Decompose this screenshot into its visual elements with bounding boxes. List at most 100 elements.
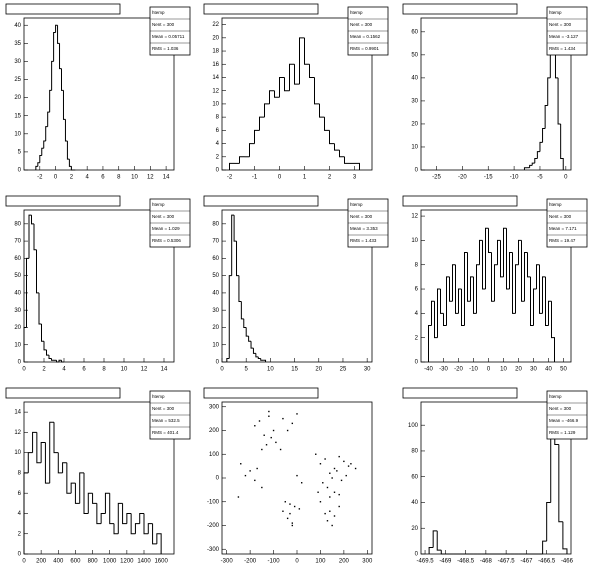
histogram-bin <box>143 513 149 535</box>
histogram-bin <box>274 90 280 98</box>
y-tick-label: 20 <box>411 526 418 532</box>
histogram-bin <box>28 214 32 259</box>
y-tick-label: 0 <box>18 168 22 174</box>
y-tick-label: -300 <box>207 547 220 553</box>
x-tick-label: -2 <box>227 175 233 181</box>
histogram-bin <box>521 240 525 302</box>
frame <box>420 17 572 171</box>
y-tick-label: 20 <box>14 325 21 331</box>
point <box>261 486 263 489</box>
histogram-bin <box>249 143 255 157</box>
point <box>345 474 347 477</box>
histogram-bin <box>531 162 535 166</box>
y-tick-label: 12 <box>14 430 21 436</box>
y-tick-label: 20 <box>212 35 219 41</box>
y-tick-label: 10 <box>14 131 21 137</box>
y-tick-label: 14 <box>212 75 219 81</box>
point <box>286 517 289 520</box>
y-tick-label: 8 <box>415 262 419 268</box>
point <box>315 453 317 455</box>
frame <box>23 401 175 555</box>
x-tick-label: 30 <box>530 367 537 373</box>
histogram-bin <box>506 228 510 290</box>
histogram-bin <box>43 341 47 351</box>
histogram-bin <box>476 264 480 314</box>
histogram-bin <box>446 276 450 326</box>
stats-text: htemp <box>152 394 165 399</box>
histogram-bin <box>255 353 259 358</box>
histogram-bin <box>57 452 63 474</box>
histogram-bin <box>47 111 50 127</box>
point <box>268 415 270 417</box>
histogram-bin <box>548 300 552 326</box>
x-tick-label: -469.5 <box>417 559 435 565</box>
histogram-bin <box>70 482 76 494</box>
stats-text: Nent = 300 <box>350 22 373 27</box>
y-tick-label: 0 <box>18 360 22 366</box>
histogram-bin <box>243 318 247 328</box>
histogram-bin <box>44 442 50 484</box>
y-tick-label: -100 <box>207 499 220 505</box>
stats-text: htemp <box>549 10 562 15</box>
x-tick-label: 1000 <box>103 559 117 565</box>
histogram-bin <box>245 327 249 337</box>
title-box <box>5 3 121 15</box>
x-tick-label: -468.5 <box>457 559 475 565</box>
x-tick-label: 1400 <box>137 559 151 565</box>
frame <box>221 209 373 363</box>
stats-text: htemp <box>152 10 165 15</box>
histogram-bin <box>257 356 261 360</box>
histogram-bin <box>70 166 74 171</box>
histogram-bin <box>226 358 230 362</box>
histogram-bin <box>443 313 447 327</box>
histogram-bin <box>488 228 492 254</box>
point <box>324 512 326 515</box>
histogram-bin <box>428 547 434 554</box>
point <box>347 465 350 467</box>
y-tick-label: 25 <box>14 77 21 83</box>
histogram-bin <box>36 249 39 294</box>
stats-text: RMS = 0.5306 <box>152 238 181 243</box>
histogram-bin <box>259 116 265 131</box>
histogram-bin <box>147 523 153 534</box>
histogram-bin <box>39 155 42 163</box>
title-box <box>203 3 319 15</box>
y-tick-label: 50 <box>212 273 219 279</box>
point <box>279 448 282 451</box>
point <box>296 413 298 415</box>
stats-text: Nent = 300 <box>350 214 373 219</box>
point <box>340 479 343 482</box>
point <box>329 496 331 498</box>
x-tick-label: -25 <box>432 175 441 181</box>
y-tick-label: 70 <box>14 239 21 245</box>
histogram-bin <box>512 252 516 314</box>
histogram-bin <box>62 90 66 120</box>
x-tick-label: 200 <box>339 559 350 565</box>
stats-text: Mean = -3.127 <box>549 34 579 39</box>
histogram-bin <box>344 156 350 164</box>
histogram-bin <box>455 264 459 314</box>
y-tick-label: 2 <box>216 154 220 160</box>
x-tick-label: 600 <box>70 559 81 565</box>
x-tick-label: 8 <box>117 175 121 181</box>
point <box>254 479 256 482</box>
x-tick-label: 6 <box>101 175 105 181</box>
stats-text: Nent = 300 <box>549 22 572 27</box>
histogram-bin <box>440 289 444 314</box>
histogram-bin <box>79 472 84 504</box>
histogram-bin <box>100 512 106 524</box>
point <box>244 474 247 477</box>
histogram-bin <box>263 359 267 362</box>
frame <box>23 209 175 363</box>
frame <box>221 401 373 555</box>
y-tick-label: 100 <box>209 452 220 458</box>
x-tick-label: -20 <box>458 175 467 181</box>
histogram-bin <box>32 431 37 453</box>
point <box>319 463 322 465</box>
x-tick-label: 3 <box>353 175 357 181</box>
x-tick-label: 12 <box>141 367 148 373</box>
x-tick-label: 30 <box>364 367 371 373</box>
y-tick-label: 50 <box>411 52 418 58</box>
y-tick-label: 10 <box>212 342 219 348</box>
y-tick-label: 4 <box>18 511 22 517</box>
